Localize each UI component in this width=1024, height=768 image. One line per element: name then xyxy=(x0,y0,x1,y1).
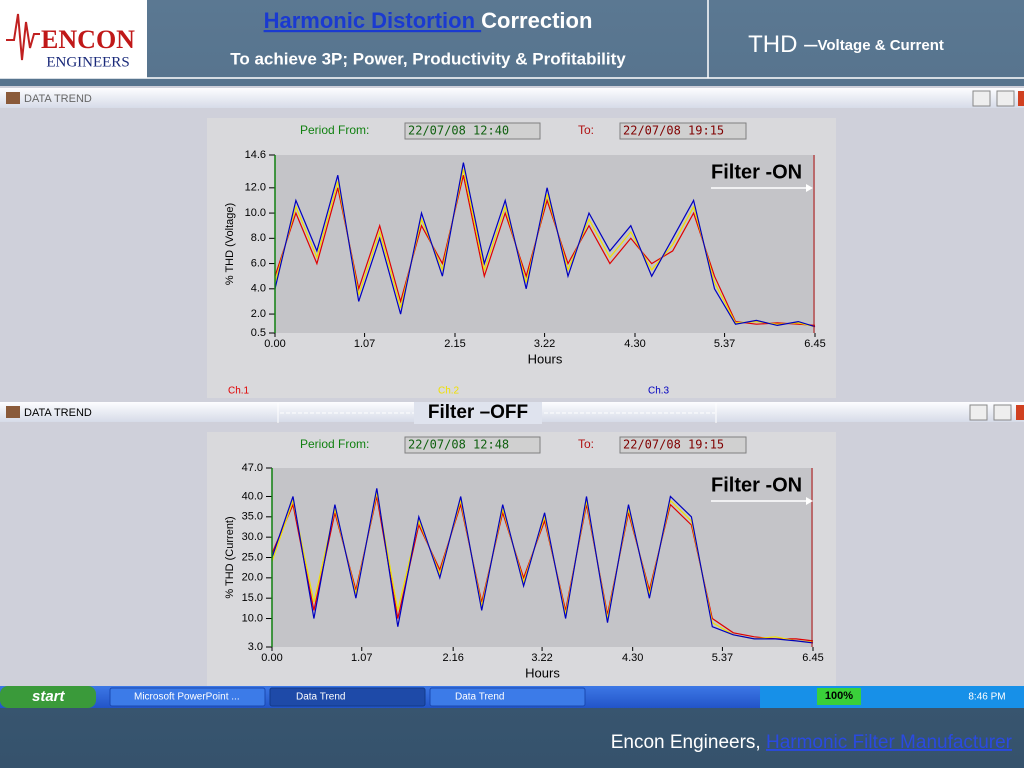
logo-top: ENCON xyxy=(41,25,135,54)
y-axis-label: % THD (Current) xyxy=(224,516,236,598)
y-tick-label: 6.0 xyxy=(251,257,266,269)
x-tick-label: 2.15 xyxy=(444,338,465,350)
y-tick-label: 4.0 xyxy=(251,283,266,295)
series-line xyxy=(271,488,814,644)
y-tick-label: 12.0 xyxy=(245,182,266,194)
legend-entry: Ch.2 xyxy=(438,386,460,397)
x-axis-label: Hours xyxy=(525,665,560,680)
period-from: 22/07/08 12:48 xyxy=(408,438,509,452)
y-tick-label: 15.0 xyxy=(242,592,263,604)
logo-bottom: ENGINEERS xyxy=(46,54,129,70)
start-button[interactable] xyxy=(0,686,96,708)
footer-link[interactable]: Harmonic Filter Manufacturer xyxy=(766,732,1013,753)
to-label: To: xyxy=(578,437,594,451)
start-label[interactable]: start xyxy=(32,688,66,705)
x-tick-label: 5.37 xyxy=(714,338,735,350)
period-box xyxy=(619,436,747,454)
y-tick-label: 25.0 xyxy=(242,551,263,563)
period-box xyxy=(404,122,541,140)
close-button[interactable] xyxy=(1016,405,1024,420)
to-label: To: xyxy=(578,123,594,137)
annotation: Filter -ON xyxy=(711,474,802,496)
y-tick-label: 10.0 xyxy=(245,207,266,219)
x-tick-label: 4.30 xyxy=(622,652,643,664)
y-tick-label: 3.0 xyxy=(248,641,263,653)
y-tick-label: 2.0 xyxy=(251,308,266,320)
task-button[interactable] xyxy=(109,687,266,707)
subtitle: To achieve 3P; Power, Productivity & Pro… xyxy=(230,49,626,68)
title-link[interactable]: Harmonic Distortion xyxy=(264,8,482,33)
task-label[interactable]: Data Trend xyxy=(296,692,345,703)
period-box xyxy=(404,436,541,454)
window-title: DATA TREND xyxy=(24,93,92,105)
task-button[interactable] xyxy=(269,687,426,707)
annotation-arrowhead xyxy=(806,497,813,505)
y-axis-label: % THD (Voltage) xyxy=(224,203,236,285)
y-tick-label: 47.0 xyxy=(242,462,263,474)
period-to: 22/07/08 19:15 xyxy=(623,124,724,138)
x-tick-label: 0.00 xyxy=(264,338,285,350)
y-tick-label: 40.0 xyxy=(242,490,263,502)
x-tick-label: 4.30 xyxy=(624,338,645,350)
y-tick-label: 20.0 xyxy=(242,572,263,584)
y-tick-label: 14.6 xyxy=(245,149,266,161)
clock: 8:46 PM xyxy=(968,692,1005,703)
task-label[interactable]: Data Trend xyxy=(455,692,504,703)
footer: Encon Engineers, Harmonic Filter Manufac… xyxy=(611,732,1013,753)
annotation: Filter -ON xyxy=(711,161,802,183)
x-tick-label: 3.22 xyxy=(534,338,555,350)
footer-text: Encon Engineers, xyxy=(611,732,766,753)
close-button[interactable] xyxy=(1018,91,1024,106)
period-label: Period From: xyxy=(300,437,369,451)
x-tick-label: 6.45 xyxy=(804,338,825,350)
window-icon xyxy=(6,406,20,418)
window-title: DATA TREND xyxy=(24,407,92,419)
title-rest: Correction xyxy=(481,8,592,33)
series-line xyxy=(274,175,816,326)
legend-entry: Ch.1 xyxy=(228,386,250,397)
right-title: THD –Voltage & Current xyxy=(748,31,944,58)
x-tick-label: 5.37 xyxy=(712,652,733,664)
minimize-button[interactable] xyxy=(969,404,988,421)
y-tick-label: 30.0 xyxy=(242,531,263,543)
separator-label-bg xyxy=(414,402,542,424)
x-tick-label: 0.00 xyxy=(261,652,282,664)
right-title-main: THD – xyxy=(748,31,818,58)
task-button[interactable] xyxy=(429,687,586,707)
zoom-label: 100% xyxy=(825,690,853,702)
x-tick-label: 1.07 xyxy=(351,652,372,664)
charts: Period From: 22/07/08 12:40 To: 22/07/08 19… xyxy=(207,118,836,686)
title-bar xyxy=(0,88,1024,108)
right-title-sub: Voltage & Current xyxy=(817,37,943,54)
period-to: 22/07/08 19:15 xyxy=(623,438,724,452)
x-tick-label: 3.22 xyxy=(531,652,552,664)
zoom-box xyxy=(817,688,861,705)
y-tick-label: 10.0 xyxy=(242,612,263,624)
logo-wave xyxy=(6,13,40,61)
x-axis-label: Hours xyxy=(528,351,563,366)
legend-entry: Ch.3 xyxy=(648,386,670,397)
period-box xyxy=(619,122,747,140)
minimize-button[interactable] xyxy=(972,90,991,107)
x-tick-label: 1.07 xyxy=(354,338,375,350)
maximize-button[interactable] xyxy=(993,404,1012,421)
x-tick-label: 2.16 xyxy=(442,652,463,664)
title: Harmonic Distortion Correction xyxy=(264,8,593,33)
maximize-button[interactable] xyxy=(996,90,1015,107)
y-tick-label: 8.0 xyxy=(251,232,266,244)
y-tick-label: 35.0 xyxy=(242,511,263,523)
series-line xyxy=(274,168,816,328)
task-label[interactable]: Microsoft PowerPoint ... xyxy=(134,692,240,703)
x-tick-label: 6.45 xyxy=(802,652,823,664)
series-line xyxy=(274,162,816,328)
separator-label: Filter –OFF xyxy=(428,402,528,423)
period-label: Period From: xyxy=(300,123,369,137)
window-icon xyxy=(6,92,20,104)
period-from: 22/07/08 12:40 xyxy=(408,124,509,138)
y-tick-label: 0.5 xyxy=(251,327,266,339)
plot-area xyxy=(272,468,813,647)
annotation-arrowhead xyxy=(806,184,813,192)
